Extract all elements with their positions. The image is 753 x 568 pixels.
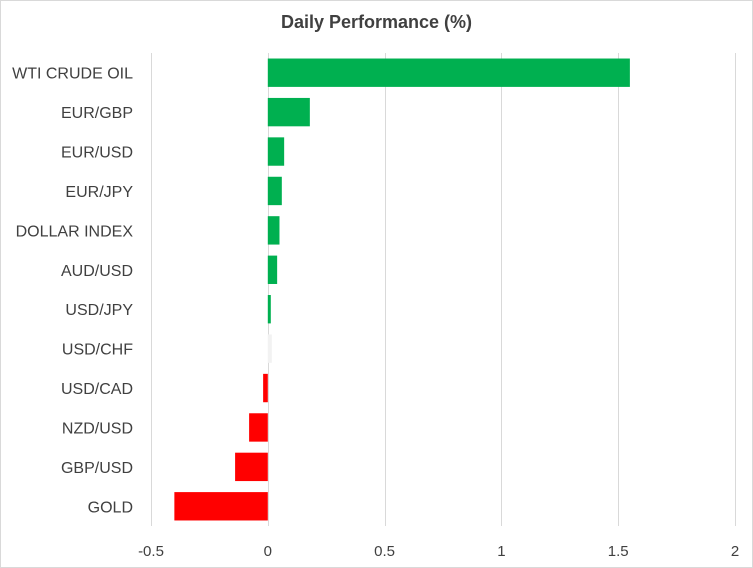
x-tick-label-3: 1 xyxy=(497,543,505,560)
category-label-3: EUR/JPY xyxy=(65,184,133,201)
bar-1 xyxy=(267,97,310,127)
category-label-11: GOLD xyxy=(88,499,133,516)
category-label-9: NZD/USD xyxy=(62,420,133,437)
category-label-1: EUR/GBP xyxy=(61,105,133,122)
category-label-0: WTI CRUDE OIL xyxy=(12,66,133,83)
x-tick-label-5: 2 xyxy=(731,543,739,560)
bar-3 xyxy=(267,176,282,206)
bar-11 xyxy=(174,492,268,521)
bar-5 xyxy=(267,255,278,284)
bar-0 xyxy=(267,58,630,87)
bar-4 xyxy=(267,216,280,245)
bar-8 xyxy=(263,373,268,403)
category-label-4: DOLLAR INDEX xyxy=(16,223,134,240)
x-tick-label-4: 1.5 xyxy=(608,543,629,560)
x-tick-label-0: -0.5 xyxy=(138,543,164,560)
category-label-5: AUD/USD xyxy=(61,263,133,280)
bar-2 xyxy=(267,137,285,166)
x-tick-label-2: 0.5 xyxy=(374,543,395,560)
bar-10 xyxy=(235,452,268,482)
chart-title: Daily Performance (%) xyxy=(280,12,473,32)
category-label-8: USD/CAD xyxy=(61,381,133,398)
category-label-7: USD/CHF xyxy=(62,342,133,359)
category-label-6: USD/JPY xyxy=(65,302,133,319)
bar-9 xyxy=(249,413,268,442)
category-label-10: GBP/USD xyxy=(61,460,133,477)
category-label-2: EUR/USD xyxy=(61,145,133,162)
bar-7 xyxy=(267,334,272,363)
x-tick-label-1: 0 xyxy=(264,543,272,560)
bar-6 xyxy=(267,295,271,324)
